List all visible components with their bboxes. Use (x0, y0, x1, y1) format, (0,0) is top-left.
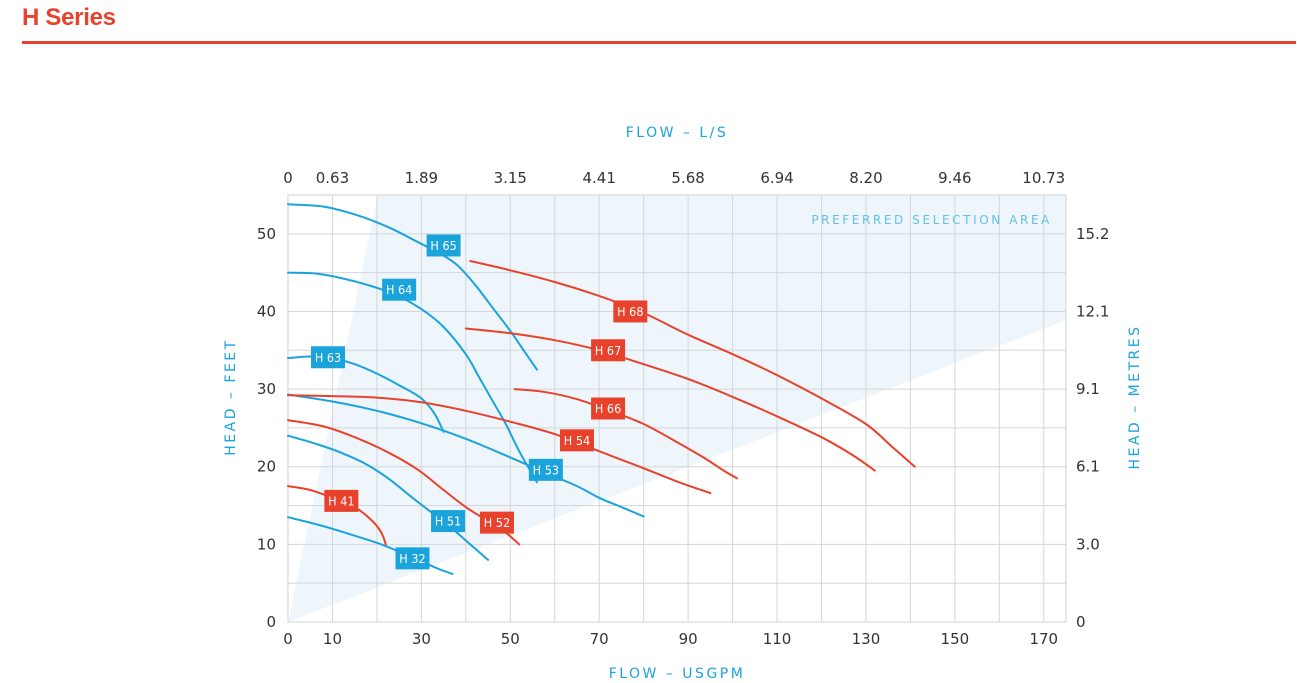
left-axis-tick-label: 20 (257, 458, 276, 476)
right-axis-tick-label: 12.1 (1076, 302, 1109, 320)
page-title: H Series (22, 4, 116, 31)
right-axis-tick-label: 15.2 (1076, 225, 1109, 243)
left-axis-tick-label: 0 (266, 613, 276, 631)
series-line-h-66 (513, 388, 738, 480)
top-axis-tick-label: 5.68 (671, 169, 704, 187)
series-badge-label: H 52 (484, 515, 510, 530)
series-badge-box (528, 458, 563, 481)
series-line-h-32 (287, 516, 454, 575)
bottom-axis-tick-label: 70 (590, 630, 609, 648)
series-badge-box (613, 300, 648, 323)
series-badge-label: H 41 (328, 493, 354, 508)
series-badge-label: H 32 (399, 551, 425, 566)
series-badge-box (426, 234, 461, 257)
top-axis-tick-label: 6.94 (760, 169, 793, 187)
series-badge-h-63: H 63 (311, 346, 346, 369)
bottom-axis-tick-label: 150 (941, 630, 970, 648)
right-axis-tick-label: 3.0 (1076, 535, 1100, 553)
left-axis-tick-label: 10 (257, 535, 276, 553)
series-badge-h-54: H 54 (559, 429, 594, 452)
top-axis-tick-label: 10.73 (1022, 169, 1065, 187)
series-badge-label: H 64 (386, 282, 412, 297)
plot-frame-layer (287, 194, 1067, 623)
left-axis-tick-label: 30 (257, 380, 276, 398)
series-line-h-51 (287, 434, 490, 561)
top-axis-tick-label: 4.41 (582, 169, 615, 187)
series-line-h-68 (469, 260, 916, 468)
series-badge-h-51: H 51 (431, 510, 466, 533)
series-badge-h-64: H 64 (382, 278, 417, 301)
bottom-axis-tick-label: 30 (412, 630, 431, 648)
left-axis-title: HEAD – FEET (223, 338, 239, 455)
bottom-axis-tick-label: 110 (763, 630, 792, 648)
series-label-layer: H 65 H 64 H 63 H 53 H 51 H 32 H 68 H 67 H 66 H 54… (311, 234, 648, 570)
series-line-h-53 (287, 393, 645, 518)
axis-title-layer: FLOW – L/S FLOW – USGPM HEAD – FEET HEAD – … (223, 125, 1143, 682)
series-badge-h-66: H 66 (591, 397, 626, 420)
top-axis-tick-label: 0.63 (316, 169, 349, 187)
series-badge-label: H 65 (430, 238, 456, 253)
right-axis-title: HEAD – METRES (1127, 324, 1143, 469)
series-line-h-54 (287, 394, 712, 495)
series-badge-label: H 63 (315, 350, 341, 365)
bottom-axis-tick-label: 130 (852, 630, 881, 648)
series-badge-box (559, 429, 594, 452)
series-badge-label: H 68 (617, 304, 643, 319)
top-axis-tick-label: 9.46 (938, 169, 971, 187)
top-axis-tick-label: 1.89 (405, 169, 438, 187)
top-axis-tick-label: 0 (283, 169, 293, 187)
left-axis-tick-label: 50 (257, 225, 276, 243)
series-badge-h-41: H 41 (324, 489, 359, 512)
series-badge-h-52: H 52 (479, 511, 514, 534)
right-axis-tick-label: 0 (1076, 613, 1086, 631)
preferred-area-label: PREFERRED SELECTION AREA (811, 213, 1052, 227)
series-badge-h-65: H 65 (426, 234, 461, 257)
top-axis-tick-label: 8.20 (849, 169, 882, 187)
top-axis-tick-label: 3.15 (494, 169, 527, 187)
series-badge-label: H 53 (533, 462, 559, 477)
series-badge-h-68: H 68 (613, 300, 648, 323)
right-axis-tick-label: 6.1 (1076, 458, 1100, 476)
series-badge-box (324, 489, 359, 512)
series-badge-box (382, 278, 417, 301)
series-badge-label: H 66 (595, 401, 621, 416)
series-badge-h-53: H 53 (528, 458, 563, 481)
bottom-axis-title: FLOW – USGPM (609, 666, 746, 682)
series-badge-label: H 54 (564, 433, 590, 448)
series-badge-label: H 51 (435, 514, 461, 529)
series-badge-h-67: H 67 (591, 339, 626, 362)
series-badge-label: H 67 (595, 343, 621, 358)
plot-frame (287, 194, 1067, 623)
tick-label-layer: 0 0.63 1.89 3.15 4.41 5.68 6.94 8.20 9.46 10.730 1… (257, 169, 1110, 648)
top-axis-title: FLOW – L/S (626, 125, 729, 141)
series-line-h-64 (287, 271, 538, 484)
series-badge-box (591, 397, 626, 420)
bottom-axis-tick-label: 50 (501, 630, 520, 648)
series-badge-box (479, 511, 514, 534)
series-badge-box (591, 339, 626, 362)
bottom-axis-tick-label: 10 (323, 630, 342, 648)
bottom-axis-tick-label: 170 (1029, 630, 1058, 648)
series-badge-box (311, 346, 346, 369)
series-badge-box (431, 510, 466, 533)
series-badge-h-32: H 32 (395, 547, 430, 570)
bottom-axis-tick-label: 0 (283, 630, 293, 648)
series-line-h-67 (464, 327, 876, 472)
series-badge-box (395, 547, 430, 570)
title-divider (22, 41, 1296, 44)
right-axis-tick-label: 9.1 (1076, 380, 1100, 398)
bottom-axis-tick-label: 90 (679, 630, 698, 648)
left-axis-tick-label: 40 (257, 302, 276, 320)
